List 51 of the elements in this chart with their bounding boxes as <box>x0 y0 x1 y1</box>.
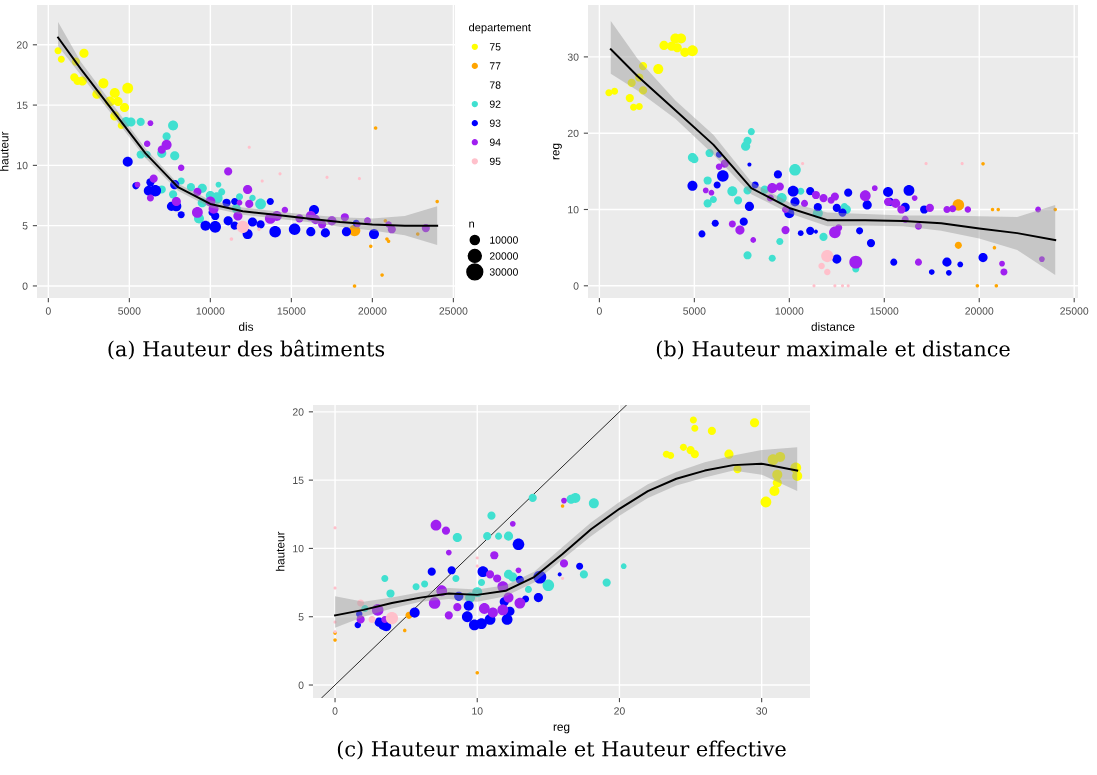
y-tick-label: 10 <box>293 544 304 553</box>
x-tick-label: 25000 <box>439 307 468 315</box>
y-tick-label: 10 <box>568 205 579 214</box>
y-tick-label: 20 <box>16 41 28 49</box>
y-tick-label: 0 <box>573 282 579 290</box>
y-tick-label: 10 <box>17 161 28 170</box>
x-tick-label: 10000 <box>196 307 225 315</box>
y-tick-label: 15 <box>293 476 304 485</box>
y-tick-label: 15 <box>17 101 28 109</box>
text: n <box>469 221 475 228</box>
y-axis-title: reg <box>553 143 562 160</box>
x-tick-label: 0 <box>45 307 51 315</box>
legend-label: 93 <box>489 119 501 127</box>
y-tick-label: 5 <box>22 222 28 230</box>
y-tick-label: 20 <box>567 129 579 138</box>
text: (c) Hauteur maximale et Hauteur effective <box>337 740 786 760</box>
x-tick-label: 10000 <box>775 307 804 315</box>
x-axis-title: dis <box>238 322 254 331</box>
y-tick-label: 0 <box>298 681 304 689</box>
legend-label: 75 <box>489 43 501 51</box>
x-tick-label: 15000 <box>277 307 306 315</box>
y-axis-title: hauteur <box>275 531 285 571</box>
legend-label: 30000 <box>489 268 518 276</box>
text: 78 <box>489 81 501 89</box>
legend-label: 95 <box>489 157 501 166</box>
y-tick-label: 0 <box>22 282 28 290</box>
y-tick-label: 30 <box>567 53 579 61</box>
text: (b) Hauteur maximale et distance <box>656 340 1010 360</box>
legend-label: 20000 <box>489 252 518 260</box>
x-tick-label: 25000 <box>1060 307 1089 315</box>
x-axis-title: distance <box>811 322 855 331</box>
y-axis-title: hauteur <box>0 131 9 171</box>
legend-label: 77 <box>489 62 501 70</box>
x-axis-title: reg <box>553 724 570 734</box>
x-tick-label: 10 <box>472 707 483 715</box>
y-tick-label: 20 <box>292 408 304 416</box>
x-tick-label: 0 <box>332 707 338 715</box>
legend-label: 94 <box>489 138 501 146</box>
legend-title: departement <box>469 23 531 34</box>
x-tick-label: 30 <box>756 707 768 715</box>
x-tick-label: 15000 <box>870 307 899 315</box>
x-tick-label: 0 <box>596 307 602 315</box>
x-tick-label: 20000 <box>965 307 994 315</box>
legend-label: 10000 <box>490 236 518 244</box>
legend-label: 92 <box>489 100 501 108</box>
x-tick-label: 5000 <box>118 307 141 315</box>
x-tick-label: 20 <box>614 707 625 715</box>
text: (a) Hauteur des bâtiments <box>108 339 385 360</box>
x-tick-label: 20000 <box>358 307 387 315</box>
x-tick-label: 5000 <box>683 307 706 315</box>
y-tick-label: 5 <box>298 613 304 621</box>
